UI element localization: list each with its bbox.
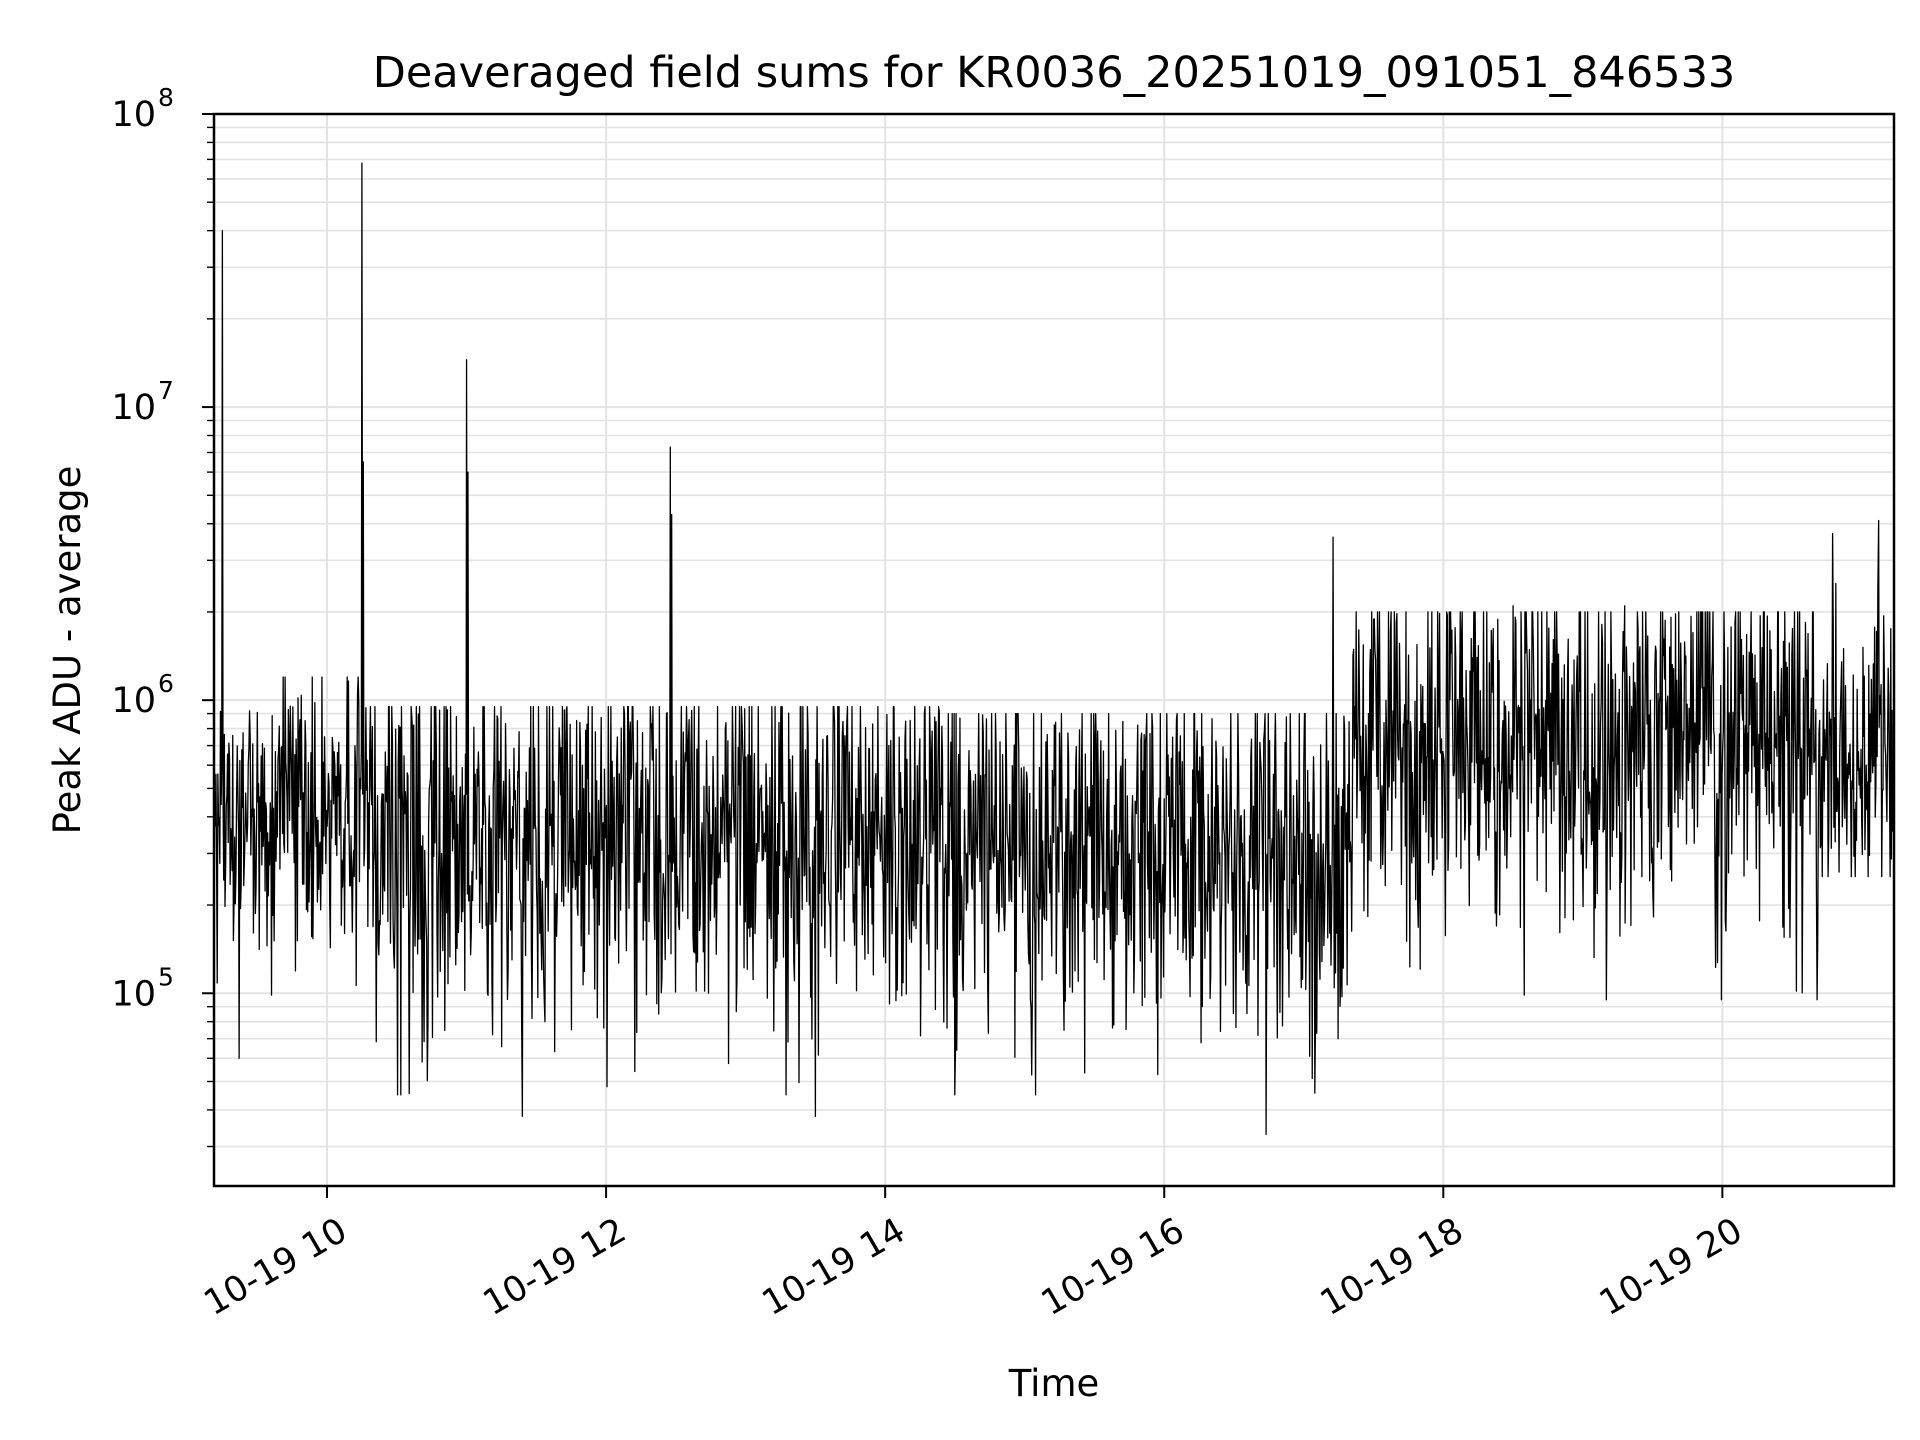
x-tick-label: 10-19 18	[1314, 1211, 1470, 1324]
x-tick-label: 10-19 20	[1593, 1211, 1749, 1324]
y-tick-exponent: 6	[158, 669, 174, 698]
x-axis-label: Time	[1008, 1362, 1100, 1405]
y-tick-exponent: 8	[158, 83, 174, 112]
y-tick-label: 10	[111, 95, 156, 135]
y-tick-exponent: 7	[158, 376, 174, 405]
y-tick-base: 10	[111, 974, 156, 1014]
x-tick-label: 10-19 16	[1035, 1211, 1191, 1324]
y-tick-base: 10	[111, 95, 156, 135]
y-tick-base: 10	[111, 681, 156, 721]
y-tick-label: 10	[111, 388, 156, 428]
y-tick-base: 10	[111, 388, 156, 428]
y-tick-label: 10	[111, 974, 156, 1014]
chart-title: Deaveraged field sums for KR0036_2025101…	[373, 48, 1736, 98]
y-axis-label: Peak ADU - average	[46, 466, 89, 835]
y-tick-exponent: 5	[158, 962, 174, 991]
y-tick-label: 10	[111, 681, 156, 721]
series-layer	[213, 162, 1895, 1136]
x-tick-label: 10-19 12	[477, 1211, 633, 1324]
x-tick-label: 10-19 14	[756, 1211, 912, 1324]
x-tick-label: 10-19 10	[198, 1211, 354, 1324]
series-line-peak-adu	[213, 162, 1895, 1136]
plot-frame	[212, 112, 1896, 1188]
